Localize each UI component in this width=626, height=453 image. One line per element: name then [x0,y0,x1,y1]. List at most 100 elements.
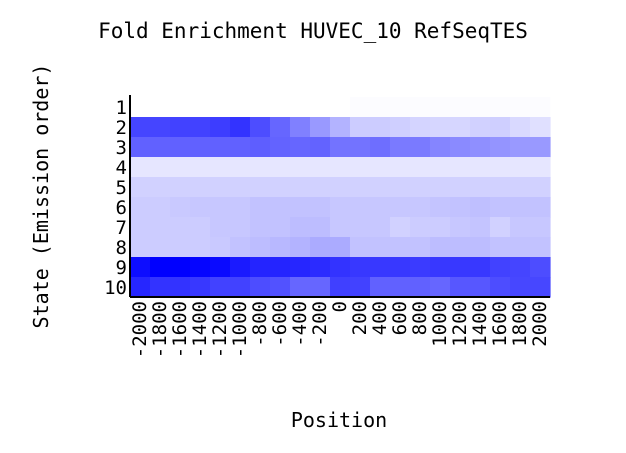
heatmap-cell [350,237,371,258]
heatmap-cell [410,197,431,218]
heatmap-cell [350,217,371,238]
heatmap-cell [470,177,491,198]
heatmap-cell [350,157,371,178]
heatmap-cell [290,157,311,178]
heatmap-cell [230,197,251,218]
heatmap-cell [250,197,271,218]
heatmap-cell [190,277,211,298]
heatmap-cell [430,117,451,138]
heatmap-cell [170,237,191,258]
heatmap-cell [270,117,291,138]
heatmap-cell [330,217,351,238]
heatmap-cell [270,257,291,278]
heatmap-cell [150,237,171,258]
y-tick-label: 9 [116,257,127,279]
heatmap-cell [210,157,231,178]
y-tick-label: 5 [116,177,127,199]
heatmap-cell [450,157,471,178]
heatmap-cell [330,97,351,118]
heatmap-cell [390,217,411,238]
heatmap-cell [370,277,391,298]
heatmap-cell [490,257,511,278]
heatmap-cell [410,217,431,238]
y-tick-label: 6 [116,197,127,219]
heatmap-cell [470,237,491,258]
heatmap-cell [490,157,511,178]
heatmap-cell [230,217,251,238]
heatmap-cell [450,277,471,298]
x-tick-label: 600 [389,301,411,335]
heatmap-cell [230,97,251,118]
heatmap-cell [210,237,231,258]
heatmap-cell [270,157,291,178]
heatmap-cell [310,217,331,238]
heatmap-cell [310,237,331,258]
heatmap-cell [270,217,291,238]
heatmap-cell [470,197,491,218]
x-tick-label: 1200 [449,301,471,347]
heatmap-cell [430,237,451,258]
heatmap-cell [490,197,511,218]
heatmap-cell [430,177,451,198]
heatmap-cell [230,117,251,138]
heatmap-cell [170,97,191,118]
heatmap-cell [170,137,191,158]
heatmap-cell [130,257,151,278]
heatmap-cell [390,117,411,138]
heatmap-cell [450,197,471,218]
heatmap-cell [290,137,311,158]
y-tick-label: 4 [116,157,127,179]
heatmap-cell [290,197,311,218]
heatmap-cell [410,137,431,158]
heatmap-cell [270,197,291,218]
axes [129,95,550,298]
heatmap-cell [230,257,251,278]
heatmap-cell [490,117,511,138]
heatmap-cell [210,217,231,238]
heatmap-cell [190,217,211,238]
heatmap-cell [270,177,291,198]
heatmap-cell [330,257,351,278]
heatmap-cell [430,137,451,158]
heatmap-cell [510,137,531,158]
heatmap-cell [390,237,411,258]
heatmap-cell [370,217,391,238]
heatmap-cell [210,197,231,218]
heatmap-cell [390,197,411,218]
x-tick-label: -200 [309,301,331,347]
heatmap-cell [350,277,371,298]
heatmap-cell [170,177,191,198]
heatmap-cell [130,117,151,138]
heatmap-cell [510,97,531,118]
heatmap-cell [410,177,431,198]
heatmap-cell [510,177,531,198]
heatmap-cell [510,237,531,258]
heatmap-cell [510,277,531,298]
heatmap-cell [510,117,531,138]
heatmap-cell [250,237,271,258]
heatmap-cell [390,177,411,198]
heatmap-cell [170,197,191,218]
heatmap-cell [130,217,151,238]
heatmap-cell [130,97,151,118]
x-tick-label: 2000 [529,301,551,347]
heatmap-cell [250,157,271,178]
heatmap-cell [330,137,351,158]
heatmap-cell [410,277,431,298]
heatmap-cell [510,257,531,278]
x-tick-label: 200 [349,301,371,335]
heatmap-cell [250,97,271,118]
heatmap-cell [150,217,171,238]
heatmap-cell [130,137,151,158]
heatmap-cell [450,117,471,138]
heatmap-cell [530,277,551,298]
heatmap-cell [530,137,551,158]
heatmap-cell [310,117,331,138]
heatmap-cell [210,137,231,158]
heatmap-cell [530,257,551,278]
heatmap-cell [170,217,191,238]
heatmap-cell [490,177,511,198]
heatmap-cell [250,177,271,198]
heatmap-cell [150,157,171,178]
